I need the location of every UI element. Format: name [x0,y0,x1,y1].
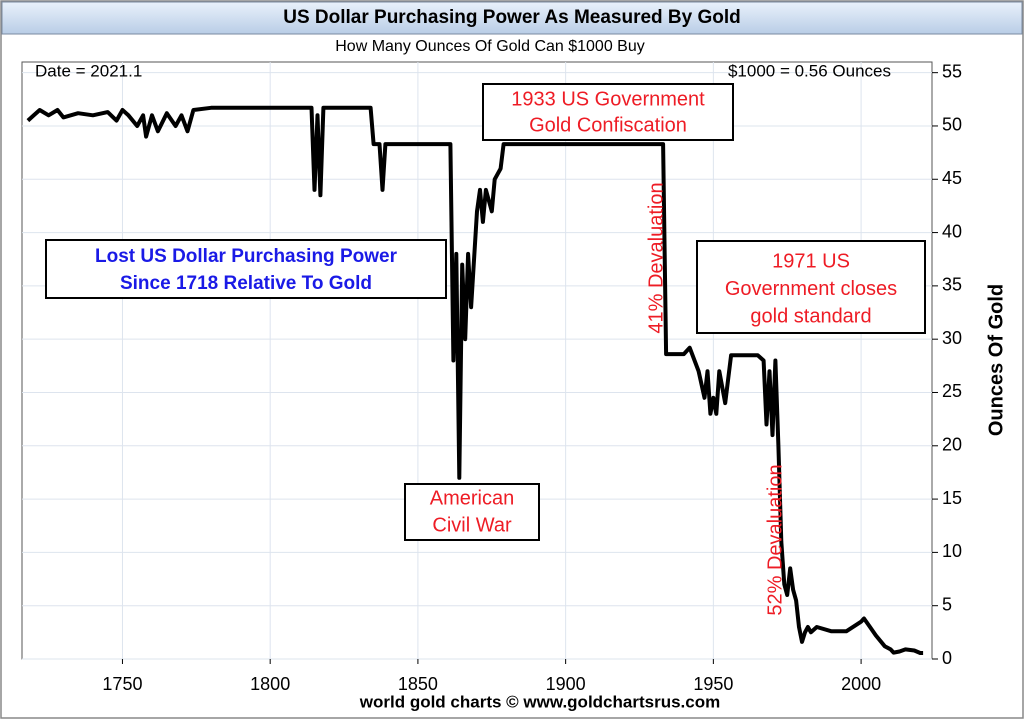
title-bar [1,1,1023,35]
x-tick-label: 1850 [398,674,438,694]
annotation-text: gold standard [750,305,871,327]
annotation-box [696,240,926,334]
y-tick-label: 20 [942,435,962,455]
y-axis-label: Ounces Of Gold [985,284,1007,436]
date-note: Date = 2021.1 [35,61,142,80]
annotation-text: Lost US Dollar Purchasing Power [95,246,398,267]
annotation-text: Gold Confiscation [529,114,687,136]
annotation-text: 1971 US [772,250,850,272]
y-tick-label: 30 [942,328,962,348]
y-tick-label: 55 [942,61,962,81]
chart-title: US Dollar Purchasing Power As Measured B… [283,7,741,28]
x-tick-label: 1950 [693,674,733,694]
annotation-text: 52% Devaluation [764,464,786,615]
y-tick-label: 25 [942,381,962,401]
x-tick-label: 1750 [102,674,142,694]
annotation-text: Civil War [432,514,512,536]
x-tick-label: 2000 [841,674,881,694]
y-tick-label: 5 [942,594,952,614]
y-tick-label: 50 [942,115,962,135]
annotation-text: Government closes [725,278,897,300]
annotation-text: American [430,487,514,509]
y-tick-label: 45 [942,168,962,188]
y-tick-label: 10 [942,541,962,561]
annotation-box [404,483,540,541]
x-tick-label: 1900 [546,674,586,694]
value-note: $1000 = 0.56 Ounces [728,61,891,80]
y-tick-label: 15 [942,488,962,508]
annotation-box [482,83,734,141]
x-tick-label: 1800 [250,674,290,694]
footer: world gold charts © www.goldchartsrus.co… [359,692,720,711]
plot-area [21,61,933,660]
chart-subtitle: How Many Ounces Of Gold Can $1000 Buy [335,38,645,55]
y-tick-label: 0 [942,648,952,668]
annotation-box [45,239,447,299]
y-tick-label: 40 [942,221,962,241]
price-line [26,105,924,655]
annotation-text: 1933 US Government [511,88,705,110]
annotation-text: 41% Devaluation [645,182,667,333]
annotation-text: Since 1718 Relative To Gold [120,273,372,294]
y-tick-label: 35 [942,275,962,295]
